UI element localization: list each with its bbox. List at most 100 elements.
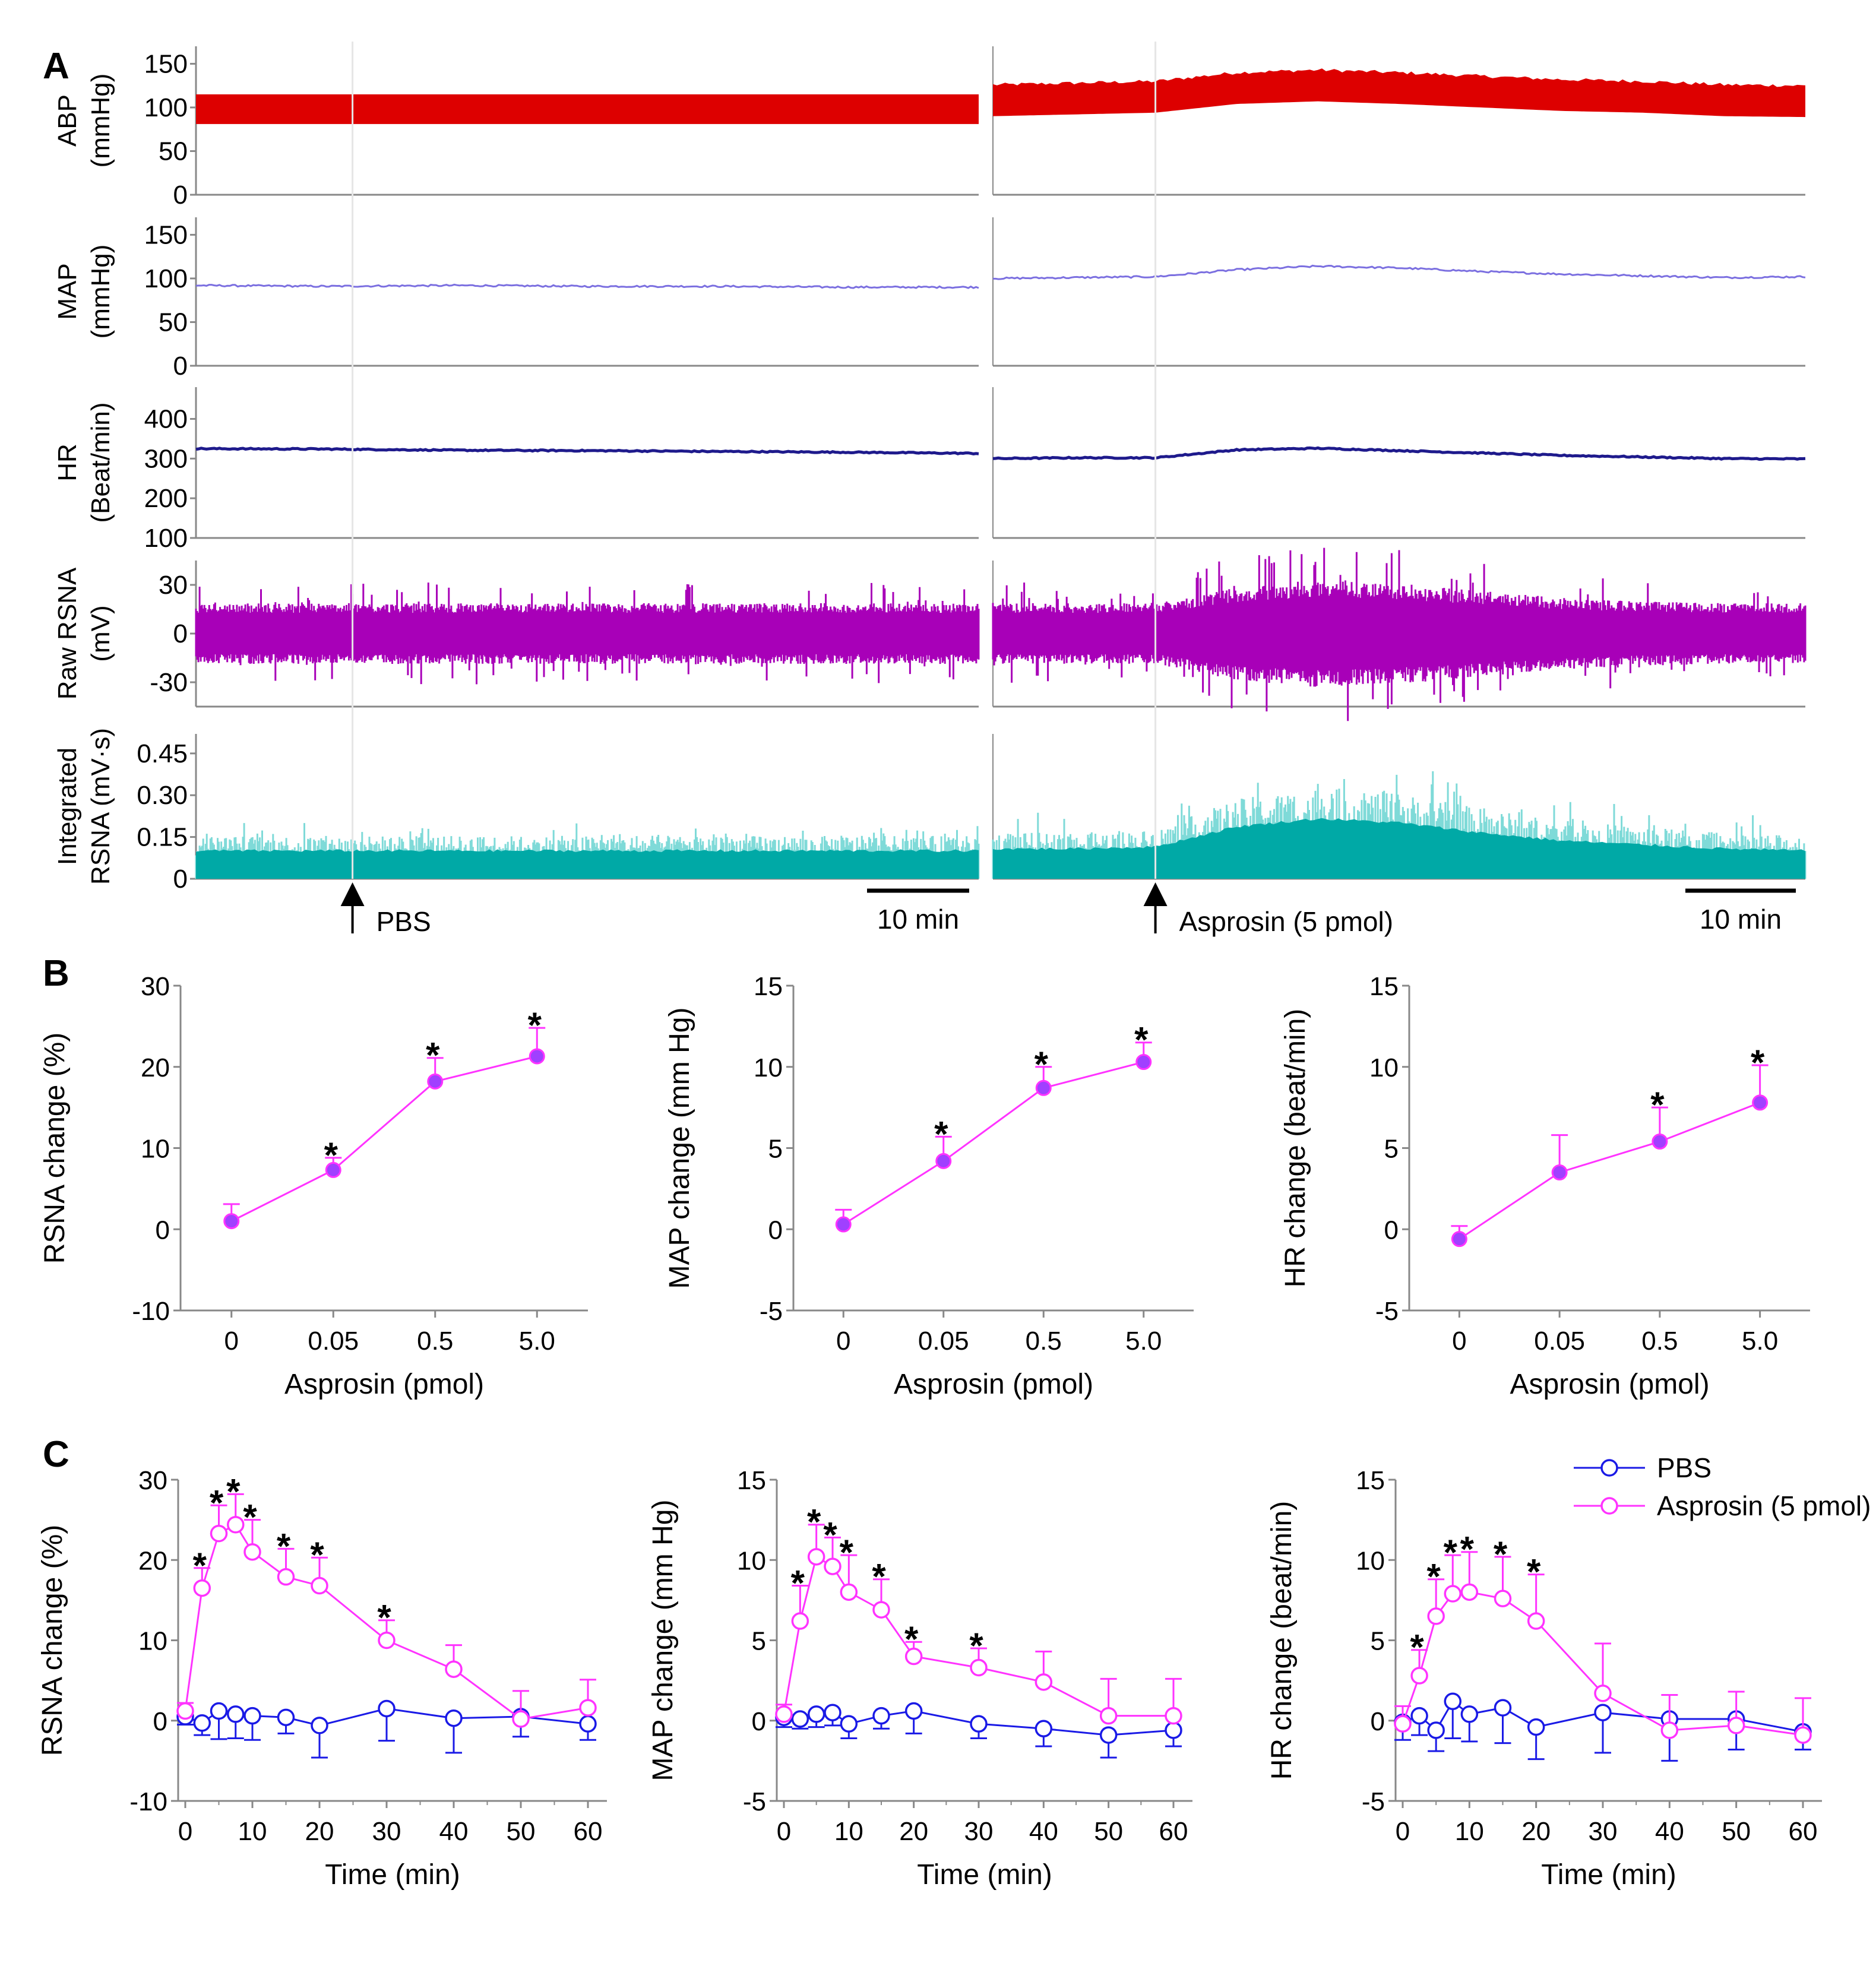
- data-point: [1527, 1718, 1545, 1736]
- x-tick-label: 30: [964, 1817, 994, 1846]
- data-point: [904, 1647, 923, 1666]
- data-point: [1099, 1707, 1118, 1725]
- trace-ylabel-map: MAP: [53, 263, 82, 319]
- data-point: [872, 1601, 890, 1619]
- x-tick-label: 0.5: [417, 1327, 453, 1356]
- significance-star: *: [243, 1498, 257, 1537]
- y-tick-label: 0: [156, 1215, 170, 1245]
- integrated-rsna-trace-right: [993, 818, 1805, 879]
- x-tick-label: 10: [834, 1817, 863, 1846]
- data-point: [243, 1707, 261, 1725]
- significance-star: *: [807, 1502, 821, 1542]
- data-point: [1752, 1094, 1769, 1111]
- significance-star: *: [791, 1563, 805, 1603]
- event-arrow-icon-right: [1143, 882, 1168, 906]
- panel-b: B -10 0 10 20 30 0 0.05 0.5 5.0 Asprosin (pmol) RSN…: [39, 953, 1810, 1400]
- trace-ylabel-raw_rsna: Raw RSNA: [53, 567, 82, 699]
- data-point: [775, 1705, 793, 1723]
- data-point: [378, 1699, 396, 1718]
- series-asprosin: **: [1451, 1043, 1769, 1248]
- x-tick-label: 0: [836, 1327, 850, 1356]
- significance-star: *: [1751, 1043, 1765, 1082]
- significance-star: *: [324, 1135, 338, 1175]
- y-tick-label: -5: [1362, 1787, 1385, 1816]
- significance-star: *: [528, 1005, 542, 1045]
- data-point: [1165, 1707, 1182, 1725]
- data-point: [176, 1702, 194, 1720]
- data-point: [1727, 1717, 1745, 1734]
- x-axis-title: Asprosin (pmol): [284, 1369, 484, 1400]
- trace-ytick-label: 150: [144, 220, 188, 249]
- x-tick-label: 20: [305, 1817, 334, 1846]
- data-point: [840, 1583, 858, 1601]
- series-asprosin: *** * * *: [1394, 1530, 1812, 1744]
- trace-ylabel-unit-raw_rsna: (mV): [86, 605, 115, 661]
- event-label-left: PBS: [377, 906, 431, 937]
- data-point: [1410, 1667, 1428, 1685]
- significance-star: *: [226, 1471, 241, 1511]
- data-point: [1652, 1134, 1668, 1150]
- x-tick-label: 5.0: [519, 1327, 555, 1356]
- trace-row-hr: HR (Beat/min) 100 200 300 400: [53, 387, 1806, 553]
- trace-row-map: MAP (mmHg) 0 50 100 150: [53, 217, 1806, 381]
- y-tick-label: -10: [132, 1297, 170, 1326]
- chart-0: -10 0 10 20 30 0 0.05 0.5 5.0 Asprosin (pmol) RSNA…: [39, 972, 588, 1400]
- data-point: [210, 1524, 228, 1543]
- y-tick-label: 0: [1371, 1707, 1385, 1736]
- significance-star: *: [934, 1114, 948, 1154]
- data-point: [904, 1702, 923, 1720]
- significance-star: *: [872, 1557, 886, 1597]
- data-point: [1527, 1612, 1545, 1630]
- data-point: [445, 1709, 463, 1727]
- x-tick-label: 10: [238, 1817, 267, 1846]
- significance-star: *: [193, 1546, 207, 1585]
- hr-trace-right: [992, 446, 1806, 461]
- abp-trace-right: [993, 68, 1805, 118]
- x-tick-label: 60: [574, 1817, 603, 1846]
- y-tick-label: 0: [153, 1707, 167, 1736]
- y-tick-label: -5: [743, 1787, 766, 1816]
- data-point: [227, 1705, 245, 1723]
- event-arrow-icon-left: [340, 882, 365, 906]
- trace-ytick-label: 100: [144, 93, 188, 122]
- y-tick-label: 10: [141, 1135, 170, 1164]
- x-tick-label: 60: [1789, 1817, 1818, 1846]
- event-label-right: Asprosin (5 pmol): [1179, 906, 1393, 937]
- legend-marker: [1600, 1497, 1618, 1515]
- y-tick-label: 10: [1356, 1546, 1385, 1575]
- x-tick-label: 5.0: [1742, 1327, 1778, 1356]
- series-line: [231, 1055, 537, 1222]
- trace-ytick-label: 50: [159, 137, 188, 166]
- x-tick-label: 30: [1589, 1817, 1618, 1846]
- y-axis-title: HR change (beat/min): [1266, 1501, 1298, 1780]
- series-asprosin: *******: [775, 1502, 1182, 1725]
- data-point: [210, 1702, 228, 1720]
- y-tick-label: 10: [754, 1053, 783, 1082]
- trace-ytick-label: 0: [173, 181, 188, 210]
- series-pbs: [775, 1702, 1182, 1759]
- series-asprosin: * * *: [223, 1005, 546, 1230]
- trace-ylabel-abp: ABP: [53, 94, 82, 147]
- trace-ytick-label: -30: [150, 668, 188, 697]
- x-tick-label: 20: [1521, 1817, 1551, 1846]
- x-tick-label: 0: [1452, 1327, 1466, 1356]
- data-point: [1427, 1607, 1445, 1625]
- data-point: [1551, 1164, 1568, 1181]
- legend: PBS Asprosin (5 pmol): [1574, 1452, 1871, 1521]
- data-point: [1494, 1699, 1512, 1717]
- data-point: [1460, 1583, 1479, 1601]
- data-point: [1165, 1721, 1182, 1739]
- data-point: [807, 1548, 825, 1566]
- trace-row-integrated_rsna: Integrated RSNA (mV·s) 0 0.15 0.30 0.45: [53, 728, 1807, 894]
- data-point: [579, 1715, 597, 1733]
- map-trace-left: [195, 283, 979, 289]
- trace-ytick-label: 200: [144, 484, 188, 513]
- data-point: [243, 1543, 261, 1561]
- x-axis-title: Asprosin (pmol): [1510, 1369, 1709, 1400]
- trace-row-abp: ABP (mmHg) 0 50 100 150: [53, 46, 1805, 210]
- x-tick-label: 50: [507, 1817, 536, 1846]
- chart-3: -10 0 10 20 30 0 10 20 30 40 50 60 Time (min) RSNA ch…: [37, 1466, 607, 1891]
- trace-ytick-label: 100: [144, 524, 188, 553]
- data-point: [1444, 1585, 1461, 1603]
